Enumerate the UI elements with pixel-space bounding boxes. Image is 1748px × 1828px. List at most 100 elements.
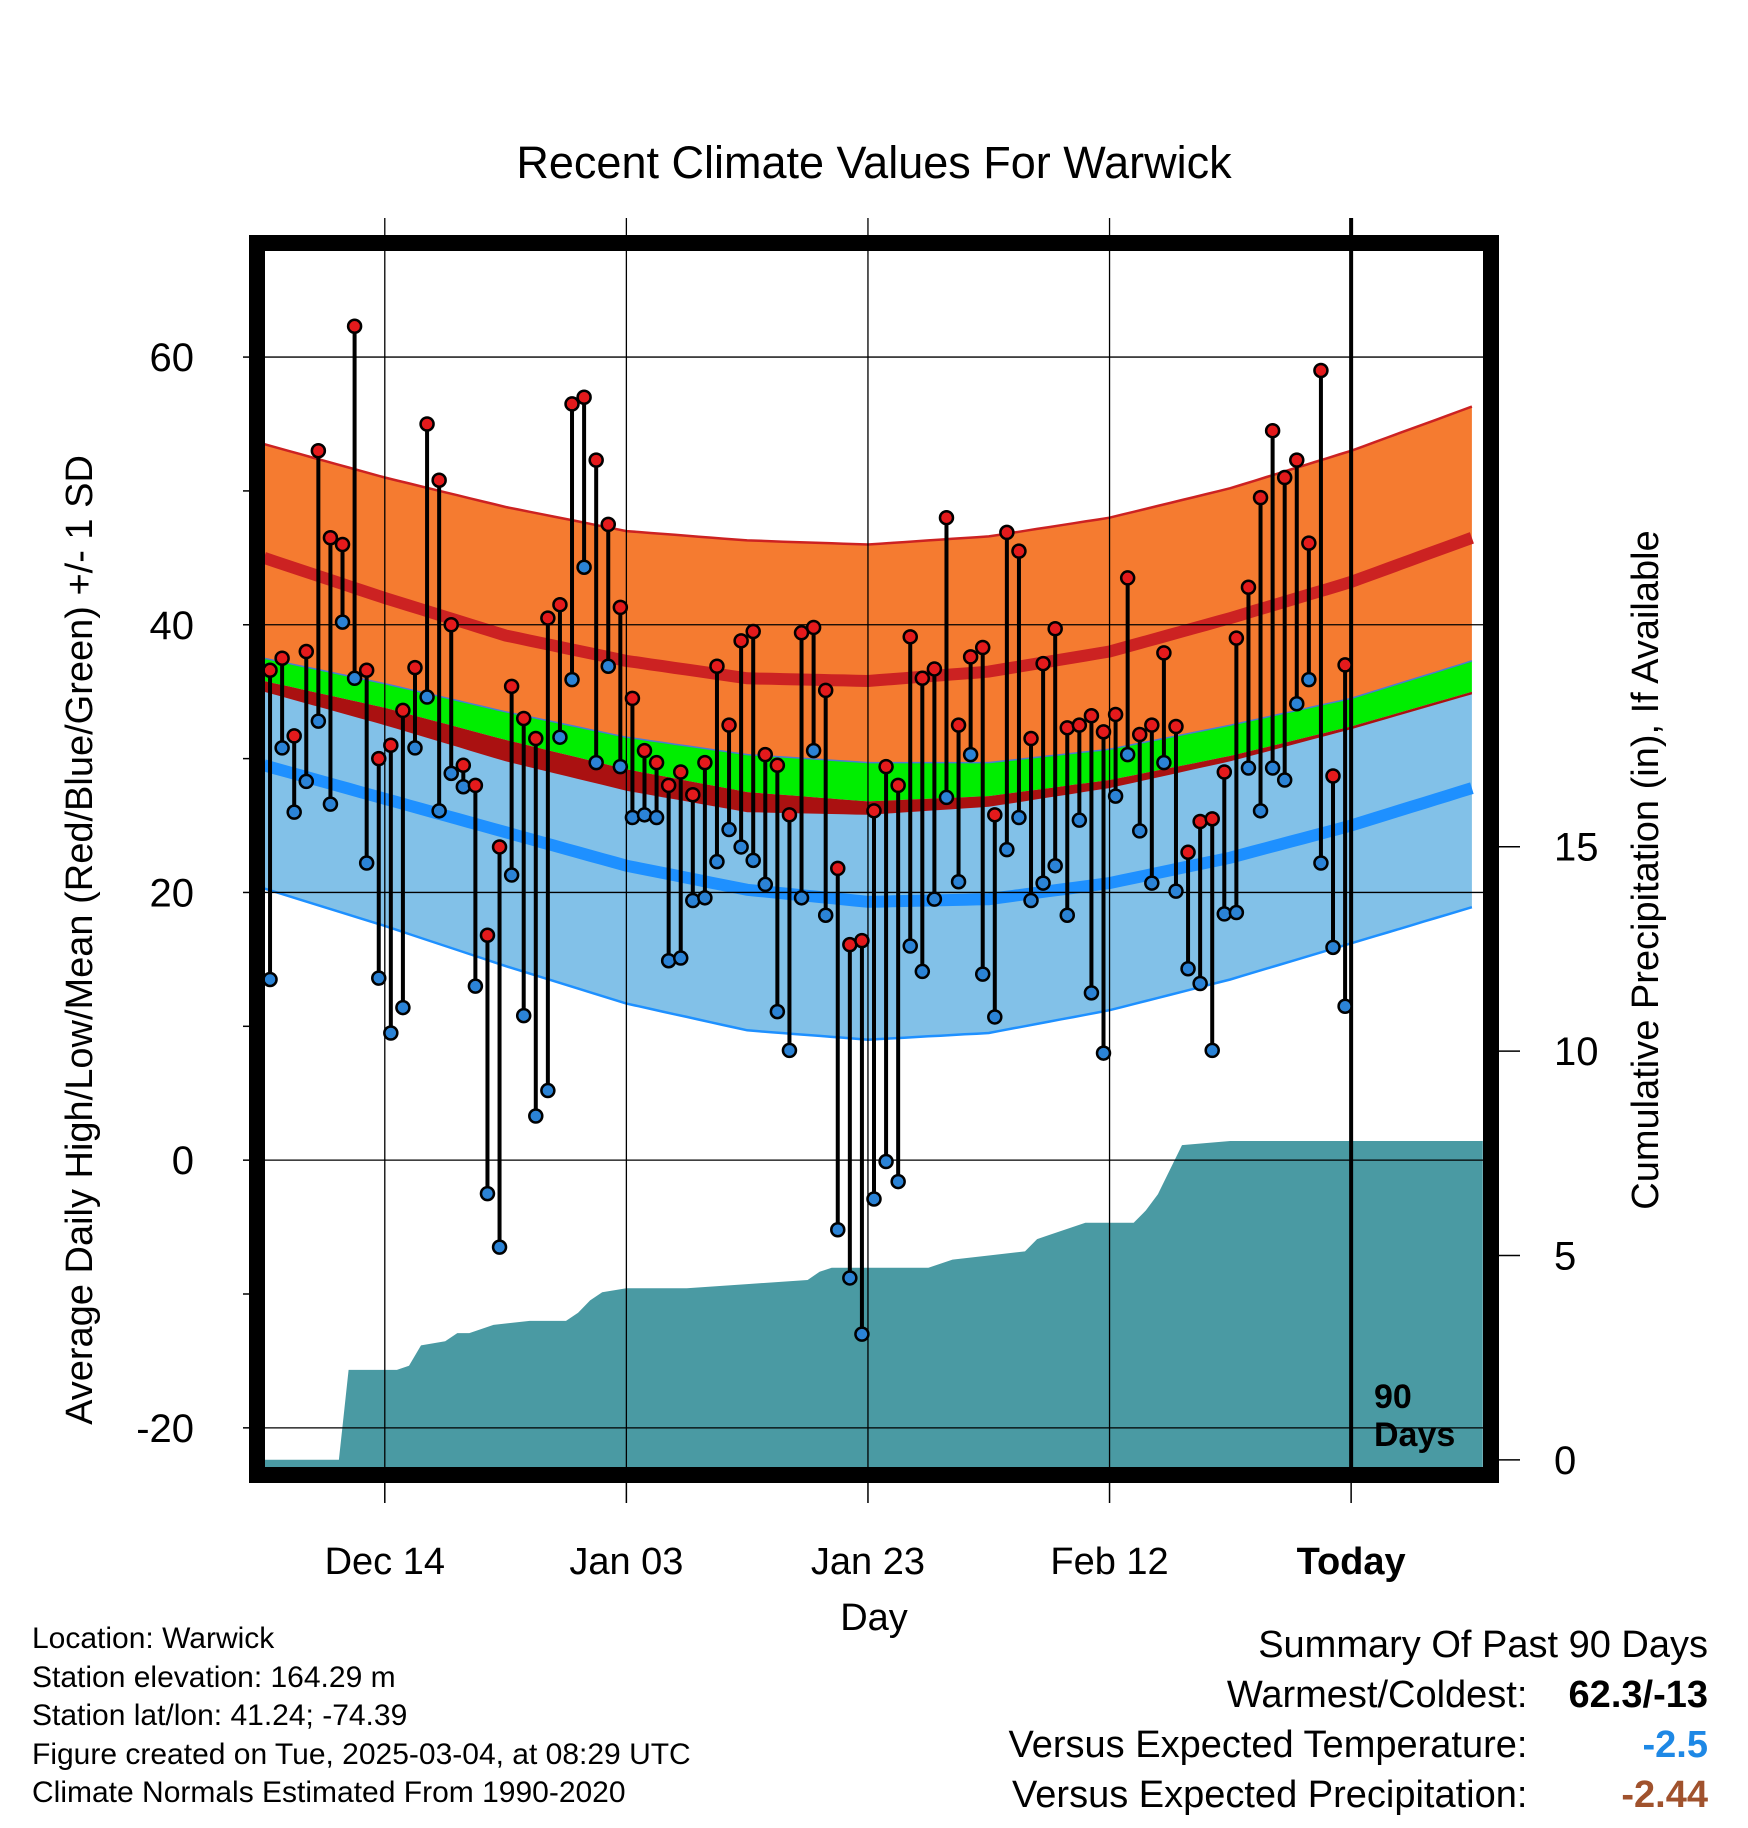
daily-low-point [419,689,435,705]
y2-tick-label: 10 [1554,1030,1599,1074]
daily-low-point [1301,671,1317,688]
daily-high-point [383,737,399,753]
daily-high-point [1011,543,1027,559]
daily-low-point [1107,788,1124,804]
temp-label: Versus Expected Temperature: [1008,1724,1528,1766]
daily-low-point [1131,823,1148,839]
daily-low-point [479,1185,496,1202]
daily-low-point [1035,875,1051,891]
daily-high-point [334,536,351,553]
summary-precip-row: Versus Expected Precipitation: -2.44 [1009,1770,1708,1820]
daily-high-point [950,717,967,733]
summary-temp-row: Versus Expected Temperature: -2.5 [1009,1720,1708,1770]
daily-low-point [395,999,411,1016]
daily-high-point [552,596,568,613]
daily-low-point [262,971,278,988]
daily-high-point [1071,717,1088,733]
daily-high-point [672,764,689,780]
daily-low-point [866,1191,882,1207]
daily-high-point [709,658,725,675]
y-tick-label: 60 [150,336,195,380]
daily-low-point [648,809,665,826]
daily-low-point [346,670,363,687]
daily-low-point [1168,883,1184,899]
daily-high-point [455,757,472,774]
daily-low-point [721,821,737,838]
daily-low-point [540,1082,556,1099]
daily-low-point [1059,907,1076,923]
daily-low-point [793,890,810,906]
daily-high-point [1107,706,1124,723]
latlon-text: Station lat/lon: 41.24; -74.39 [32,1699,408,1732]
daily-low-point [805,742,822,759]
temp-value: -2.5 [1642,1724,1708,1766]
daily-high-point [1313,362,1329,379]
daily-high-point [1204,811,1220,827]
daily-high-point [600,516,617,533]
y-tick-label: 40 [150,604,195,648]
daily-low-point [600,658,617,675]
daily-high-point [830,860,846,877]
mean-lower-band [264,681,1472,815]
x-tick-label: Jan 03 [569,1541,683,1583]
daily-low-point [842,1270,858,1286]
daily-high-point [745,623,761,640]
location-text: Location: Warwick [32,1622,275,1655]
daily-low-point [745,852,761,869]
daily-low-point [407,740,423,756]
daily-low-point [1011,809,1027,826]
daily-high-point [1228,630,1245,646]
plot-frame [249,235,1499,1483]
daily-low-point [1095,1045,1112,1061]
daily-low-point [1144,875,1160,891]
daily-low-point [1337,998,1353,1014]
daily-high-point [938,509,955,526]
window-label: 90 [1374,1378,1412,1416]
daily-low-point [697,890,713,906]
daily-low-point [298,773,315,790]
daily-high-point [1095,724,1112,740]
x-tick-label: Today [1297,1541,1406,1583]
daily-high-point [757,746,774,763]
warmest-label: Warmest/Coldest: [1226,1674,1528,1716]
daily-low-point [1083,985,1100,1001]
daily-low-point [552,729,568,745]
daily-low-point [962,746,979,763]
daily-high-point [346,318,363,335]
daily-high-point [636,742,653,759]
y2-axis-label: Cumulative Precipitation (in), If Availa… [1625,530,1667,1209]
daily-low-point [1276,772,1293,788]
daily-high-point [322,530,339,546]
daily-low-point [1023,892,1039,909]
daily-high-point [310,443,327,459]
daily-high-point [1083,708,1100,724]
created-text: Figure created on Tue, 2025-03-04, at 08… [32,1737,691,1771]
daily-low-point [926,891,943,907]
precip-value: -2.44 [1621,1774,1708,1816]
y-axis-label: Average Daily High/Low/Mean (Red/Blue/Gr… [59,455,101,1425]
elevation-text: Station elevation: 164.29 m [32,1660,396,1694]
daily-low-point [950,874,967,890]
daily-low-point [588,754,604,771]
daily-low-point [1252,803,1269,819]
daily-high-point [854,932,870,949]
daily-high-point [878,758,894,775]
daily-high-point [467,777,484,794]
daily-high-point [528,730,544,747]
daily-high-point [1180,844,1196,861]
daily-high-point [1325,768,1341,784]
daily-high-point [431,472,447,488]
precip-area [264,1141,1483,1468]
daily-high-point [1276,469,1293,486]
daily-high-point [1264,422,1281,439]
station-info: Location: Warwick Station elevation: 164… [32,1620,691,1813]
daily-high-point [902,629,918,645]
daily-low-point [1289,695,1305,712]
daily-high-point [1289,452,1305,468]
y2-tick-label: 0 [1554,1439,1576,1483]
daily-low-point [503,867,520,883]
daily-high-point [515,710,532,727]
normals-text: Climate Normals Estimated From 1990-2020 [32,1776,626,1809]
